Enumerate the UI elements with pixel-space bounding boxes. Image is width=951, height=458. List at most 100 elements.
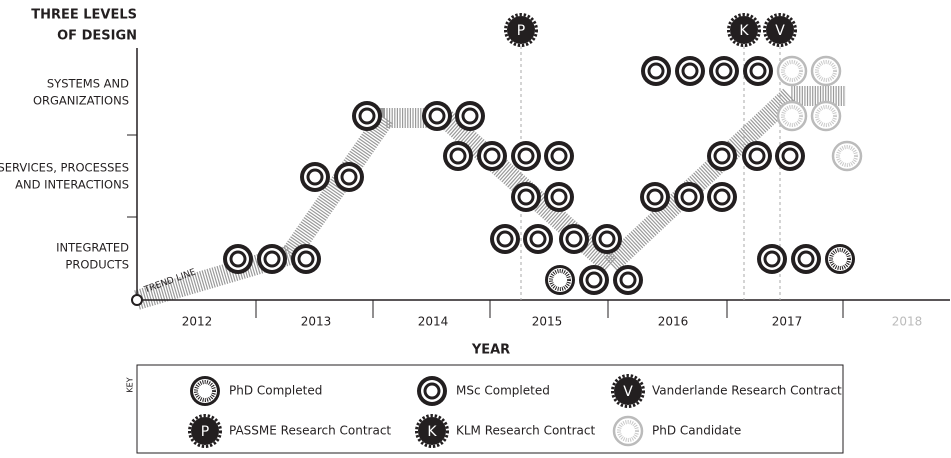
ring xyxy=(588,274,600,286)
msc-icon xyxy=(300,162,330,192)
ring xyxy=(549,269,571,291)
cand-icon xyxy=(810,55,842,87)
ring xyxy=(683,191,695,203)
msc-icon xyxy=(743,56,773,86)
ring xyxy=(716,150,728,162)
title-line: OF DESIGN xyxy=(57,29,137,44)
msc-icon xyxy=(352,101,382,131)
key-box xyxy=(136,364,844,454)
msc-icon xyxy=(707,141,737,171)
gear-icon: K xyxy=(415,414,449,448)
key-item-label: PhD Candidate xyxy=(652,424,741,438)
msc-icon xyxy=(613,265,643,295)
ring xyxy=(800,253,812,265)
ring xyxy=(232,253,244,265)
phd-icon xyxy=(825,244,855,274)
msc-icon xyxy=(707,182,737,212)
msc-icon xyxy=(417,376,447,406)
ring xyxy=(194,380,216,402)
ring xyxy=(815,60,837,82)
key-item-label: Vanderlande Research Contract xyxy=(652,384,842,398)
msc-icon xyxy=(443,141,473,171)
phd-icon xyxy=(190,376,220,406)
msc-icon xyxy=(223,244,253,274)
msc-icon xyxy=(544,141,574,171)
gear-icon: V xyxy=(611,374,645,408)
key-item-label: PASSME Research Contract xyxy=(229,424,391,438)
gear-teeth xyxy=(504,13,538,47)
ring xyxy=(836,145,858,167)
gear-icon: P xyxy=(188,414,222,448)
cand-icon xyxy=(810,100,842,132)
ring xyxy=(499,233,511,245)
msc-icon xyxy=(579,265,609,295)
gear-teeth xyxy=(611,374,645,408)
msc-icon xyxy=(709,56,739,86)
msc-icon xyxy=(544,182,574,212)
gear-teeth xyxy=(415,414,449,448)
msc-icon xyxy=(757,244,787,274)
ring xyxy=(532,233,544,245)
msc-icon xyxy=(455,101,485,131)
ring xyxy=(553,191,565,203)
x-label: YEAR xyxy=(471,343,510,358)
level-label: ORGANIZATIONS xyxy=(33,94,129,108)
ring xyxy=(781,105,803,127)
ring xyxy=(464,110,476,122)
contract-letter: P xyxy=(201,424,209,440)
contract-letter: P xyxy=(517,23,525,39)
msc-icon xyxy=(775,141,805,171)
key-item-label: KLM Research Contract xyxy=(456,424,595,438)
ring xyxy=(601,233,613,245)
msc-icon xyxy=(675,56,705,86)
level-label: SYSTEMS AND xyxy=(47,77,129,91)
year-label: 2017 xyxy=(772,315,803,329)
msc-icon xyxy=(640,182,670,212)
cand-icon xyxy=(831,140,863,172)
key-label: KEY xyxy=(126,377,135,392)
ring xyxy=(568,233,580,245)
ring xyxy=(266,253,278,265)
ring xyxy=(815,105,837,127)
year-label: 2016 xyxy=(658,315,689,329)
key-item-label: PhD Completed xyxy=(229,384,322,398)
ring xyxy=(718,65,730,77)
gear-teeth xyxy=(188,414,222,448)
origin xyxy=(131,294,143,306)
gear xyxy=(730,16,758,44)
level-label: AND INTERACTIONS xyxy=(15,178,129,192)
cand-icon xyxy=(776,55,808,87)
trend-line xyxy=(134,86,846,310)
key-item-label: MSc Completed xyxy=(456,384,550,398)
ring xyxy=(431,110,443,122)
gear-icon: P xyxy=(504,13,538,47)
ring xyxy=(426,385,438,397)
ring xyxy=(751,150,763,162)
msc-icon xyxy=(422,101,452,131)
msc-icon xyxy=(742,141,772,171)
ring xyxy=(343,171,355,183)
contract-letter: K xyxy=(427,424,437,440)
ring xyxy=(684,65,696,77)
cand-icon xyxy=(776,100,808,132)
year-label: 2013 xyxy=(301,315,332,329)
gear-icon: V xyxy=(763,13,797,47)
msc-icon xyxy=(559,224,589,254)
msc-icon xyxy=(641,56,671,86)
ring xyxy=(300,253,312,265)
ring xyxy=(650,65,662,77)
trend-band xyxy=(134,86,846,310)
ring xyxy=(784,150,796,162)
title-line: THREE LEVELS xyxy=(31,8,137,23)
msc-icon xyxy=(477,141,507,171)
phd-icon xyxy=(545,265,575,295)
year-label: 2014 xyxy=(418,315,449,329)
ring xyxy=(361,110,373,122)
ring xyxy=(553,150,565,162)
gear-teeth xyxy=(727,13,761,47)
gear xyxy=(418,417,446,445)
level-label: SERVICES, PROCESSES xyxy=(0,161,129,175)
contract-letter: K xyxy=(739,23,749,39)
msc-icon xyxy=(511,141,541,171)
